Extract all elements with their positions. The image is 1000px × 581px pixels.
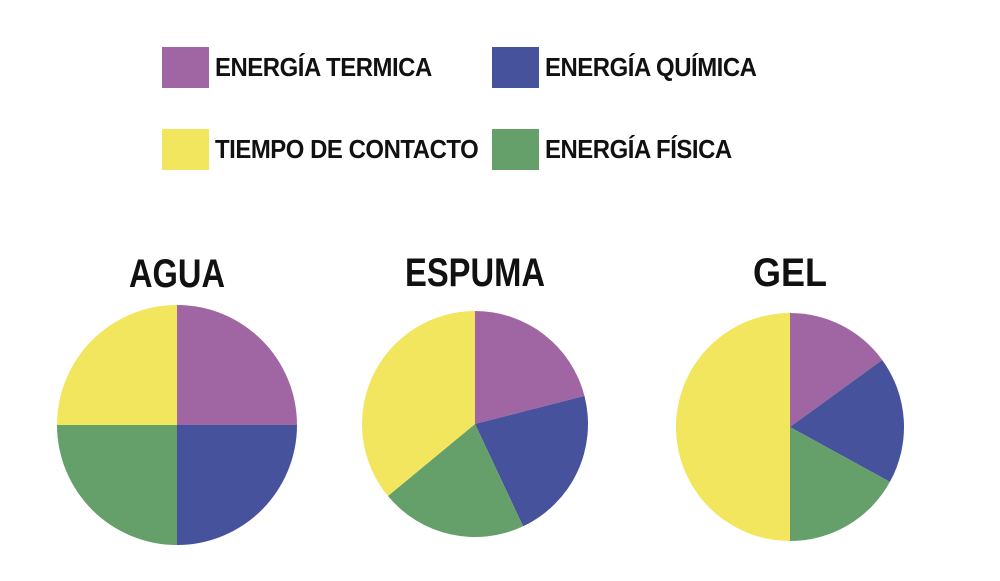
pie-slice-energia-quimica — [475, 395, 589, 527]
legend-label: ENERGÍA FÍSICA — [545, 133, 732, 164]
pie-slice-energia-quimica — [790, 359, 905, 482]
chart-title: GEL — [753, 251, 827, 295]
legend-swatch — [492, 46, 539, 88]
chart-title: ESPUMA — [405, 251, 545, 295]
pie-slice-energia-fisica — [57, 425, 177, 545]
pie-slice-energia-termica — [177, 305, 297, 425]
legend: ENERGÍA TERMICA ENERGÍA QUÍMICA TIEMPO D… — [0, 0, 1000, 200]
legend-swatch — [162, 46, 209, 88]
pie-chart-espuma: ESPUMA — [361, 251, 589, 538]
legend-swatch — [492, 128, 539, 170]
legend-label: TIEMPO DE CONTACTO — [215, 133, 479, 164]
legend-item-tiempo-de-contacto: TIEMPO DE CONTACTO — [162, 128, 501, 170]
pie-slice-energia-fisica — [790, 427, 890, 541]
pie-chart-agua: AGUA — [57, 252, 297, 545]
legend-label: ENERGÍA QUÍMICA — [545, 51, 757, 82]
pie-slice-energia-fisica — [387, 424, 524, 538]
chart-title: AGUA — [129, 252, 225, 296]
pie-chart-gel: GEL — [676, 251, 905, 541]
legend-swatch — [162, 128, 209, 170]
pie-slice-tiempo-de-contacto — [676, 313, 790, 541]
pie-slice-energia-quimica — [177, 425, 297, 545]
legend-item-energia-quimica: ENERGÍA QUÍMICA — [492, 46, 775, 88]
legend-item-energia-fisica: ENERGÍA FÍSICA — [492, 128, 748, 170]
legend-item-energia-termica: ENERGÍA TERMICA — [162, 46, 451, 88]
pie-slice-energia-termica — [475, 311, 585, 424]
legend-label: ENERGÍA TERMICA — [215, 51, 432, 82]
pie-slice-tiempo-de-contacto — [57, 305, 177, 425]
pie-slice-tiempo-de-contacto — [361, 311, 475, 497]
pie-slice-energia-termica — [790, 312, 883, 427]
